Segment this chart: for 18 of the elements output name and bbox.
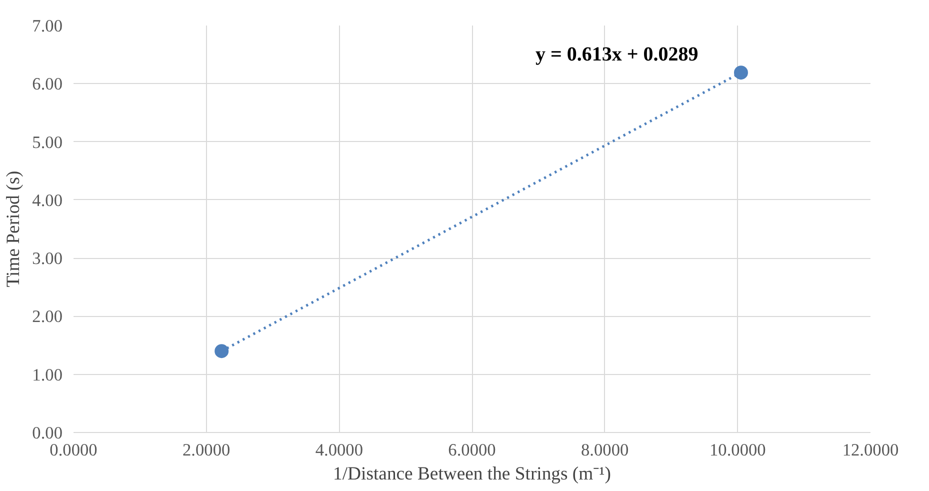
x-axis-title: 1/Distance Between the Strings (m⁻¹) xyxy=(333,464,611,484)
y-tick-label: 4.00 xyxy=(32,190,63,210)
y-tick-label: 0.00 xyxy=(32,424,63,442)
y-tick-label: 5.00 xyxy=(32,132,63,152)
y-tick-label: 1.00 xyxy=(32,365,63,384)
annotation: y = 0.613x + 0.0289 xyxy=(536,44,698,66)
x-tick-label: 10.0000 xyxy=(710,440,766,460)
x-tick-label: 12.0000 xyxy=(842,440,899,460)
y-axis-title: Time Period (s) xyxy=(3,170,24,288)
y-tick-label: 2.00 xyxy=(32,307,63,326)
x-tick-label: 2.0000 xyxy=(182,440,230,460)
x-tick-label: 0.0000 xyxy=(50,440,98,460)
x-tick-label: 8.0000 xyxy=(581,440,629,460)
y-tick-label: 3.00 xyxy=(32,249,63,268)
x-tick-label: 6.0000 xyxy=(448,440,496,460)
y-tick-label: 6.00 xyxy=(32,74,63,94)
y-tick-label: 7.00 xyxy=(32,16,63,36)
x-tick-label: 4.0000 xyxy=(315,440,363,460)
